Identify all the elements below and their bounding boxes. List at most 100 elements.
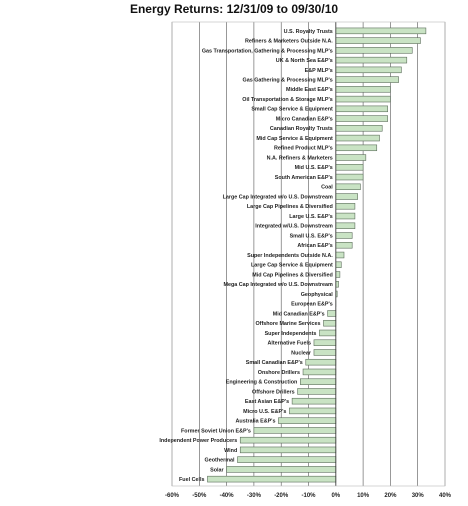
category-label: Mega Cap Integrated w/o U.S. Downstream: [223, 282, 333, 288]
bar: [335, 203, 356, 210]
bar: [335, 242, 353, 249]
chart-title: Energy Returns: 12/31/09 to 09/30/10: [129, 2, 339, 16]
category-label: U.S. Royalty Trusts: [284, 29, 333, 35]
category-label: Large Cap Integrated w/o U.S. Downstream: [223, 194, 333, 200]
bar: [323, 319, 337, 327]
plot-frame: [171, 21, 446, 487]
category-label: Small Cap Service & Equipment: [251, 107, 333, 113]
x-tick-label: 30%: [412, 493, 425, 499]
bar: [335, 66, 402, 74]
category-label: Alternative Fuels: [268, 341, 311, 347]
bar: [335, 251, 345, 259]
bar: [335, 154, 367, 161]
bar: [313, 349, 337, 356]
category-label: Large U.S. E&P's: [289, 214, 333, 220]
category-label: South American E&P's: [275, 175, 333, 181]
bar: [300, 378, 337, 385]
category-label: Mid U.S. E&P's: [295, 165, 333, 171]
category-label: East Asian E&P's: [245, 399, 289, 405]
bar: [335, 193, 358, 200]
category-label: African E&P's: [297, 243, 332, 249]
bar: [335, 281, 339, 288]
x-axis-ticks: -60% -50% -40% -30% -20% -10% 0% 10% 20% 30% 40%: [165, 493, 452, 499]
category-label: Gas Gathering & Processing MLP's: [243, 77, 333, 83]
bar: [335, 164, 364, 171]
category-label: UK & North Sea E&P's: [276, 58, 333, 64]
category-label: Small Canadian E&P's: [246, 360, 303, 366]
category-label: Independent Power Producers: [159, 438, 237, 444]
bar: [239, 436, 337, 444]
x-tick-label: -60%: [165, 493, 180, 499]
category-label: Micro U.S. E&P's: [243, 409, 286, 415]
bar: [207, 475, 337, 483]
category-label: Australia E&P's: [236, 419, 276, 425]
category-label: Micro Canadian E&P's: [276, 116, 333, 122]
category-label: Oil Transportation & Storage MLP's: [242, 97, 333, 103]
bar: [302, 368, 337, 376]
bar: [335, 95, 391, 103]
category-label: Coal: [321, 185, 333, 191]
bar: [327, 310, 337, 317]
category-label: Integrated w/U.S. Downstream: [255, 224, 333, 230]
category-labels: U.S. Royalty Trusts Refiners & Marketers …: [159, 29, 333, 483]
category-label: Geophysical: [301, 292, 334, 298]
bar: [239, 446, 337, 454]
x-tick-label: 10%: [357, 493, 370, 499]
category-label: Large Cap Service & Equipment: [251, 263, 333, 269]
bar: [319, 329, 337, 337]
category-label: Canadian Royalty Trusts: [270, 126, 333, 132]
bar: [335, 105, 388, 113]
bar: [335, 86, 391, 93]
category-label: Offshore Marine Services: [255, 321, 320, 327]
category-label: Engineering & Construction: [226, 380, 298, 386]
bar: [335, 47, 413, 54]
bar: [237, 456, 337, 463]
category-label: Nuclear: [291, 350, 312, 356]
bar: [313, 339, 337, 346]
bar: [335, 76, 399, 83]
category-label: Refiners & Marketers Outside N.A.: [245, 39, 333, 45]
x-tick-label: -40%: [220, 493, 235, 499]
x-tick-label: -50%: [192, 493, 207, 499]
bar: [335, 125, 383, 132]
category-label: Middle East E&P's: [286, 87, 333, 93]
bar: [335, 261, 342, 268]
bar: [335, 183, 361, 191]
category-label: N.A. Refiners & Marketers: [267, 155, 333, 161]
category-label: Fuel Cells: [179, 477, 204, 483]
x-tick-label: 20%: [384, 493, 397, 499]
x-tick-label: -30%: [247, 493, 262, 499]
category-label: Gas Transportation, Gathering & Processi…: [202, 48, 333, 54]
bar: [335, 37, 421, 44]
category-label: Super Independents Outside N.A.: [247, 253, 333, 259]
bar: [335, 271, 341, 278]
bar: [335, 212, 356, 220]
category-label: Super Independents: [265, 331, 317, 337]
bar: [289, 407, 337, 415]
bar: [335, 56, 408, 64]
bar: [297, 388, 337, 395]
bar: [335, 27, 427, 35]
x-tick-label: -20%: [274, 493, 289, 499]
category-label: Small U.S. E&P's: [290, 233, 333, 239]
bar: [278, 417, 337, 424]
bar: [335, 232, 353, 239]
category-label: Mid Cap Pipelines & Diversified: [252, 272, 333, 278]
bar: [335, 173, 364, 181]
category-label: Mid Cap Service & Equipment: [256, 136, 333, 142]
bar: [305, 358, 337, 366]
category-label: Mid Canadian E&P's: [273, 311, 325, 317]
category-label: Large Cap Pipelines & Diversified: [247, 204, 333, 210]
x-tick-label: 0%: [331, 493, 340, 499]
x-tick-label: 40%: [439, 493, 452, 499]
category-label: European E&P's: [291, 302, 333, 308]
category-label: Refined Product MLP's: [274, 146, 333, 152]
bar: [253, 427, 337, 434]
x-tick-label: -10%: [301, 493, 316, 499]
category-label: E&P MLP's: [305, 68, 333, 74]
category-label: Solar: [210, 467, 224, 473]
bar: [335, 144, 378, 152]
category-label: Onshore Drillers: [258, 370, 300, 376]
bar: [335, 134, 380, 142]
